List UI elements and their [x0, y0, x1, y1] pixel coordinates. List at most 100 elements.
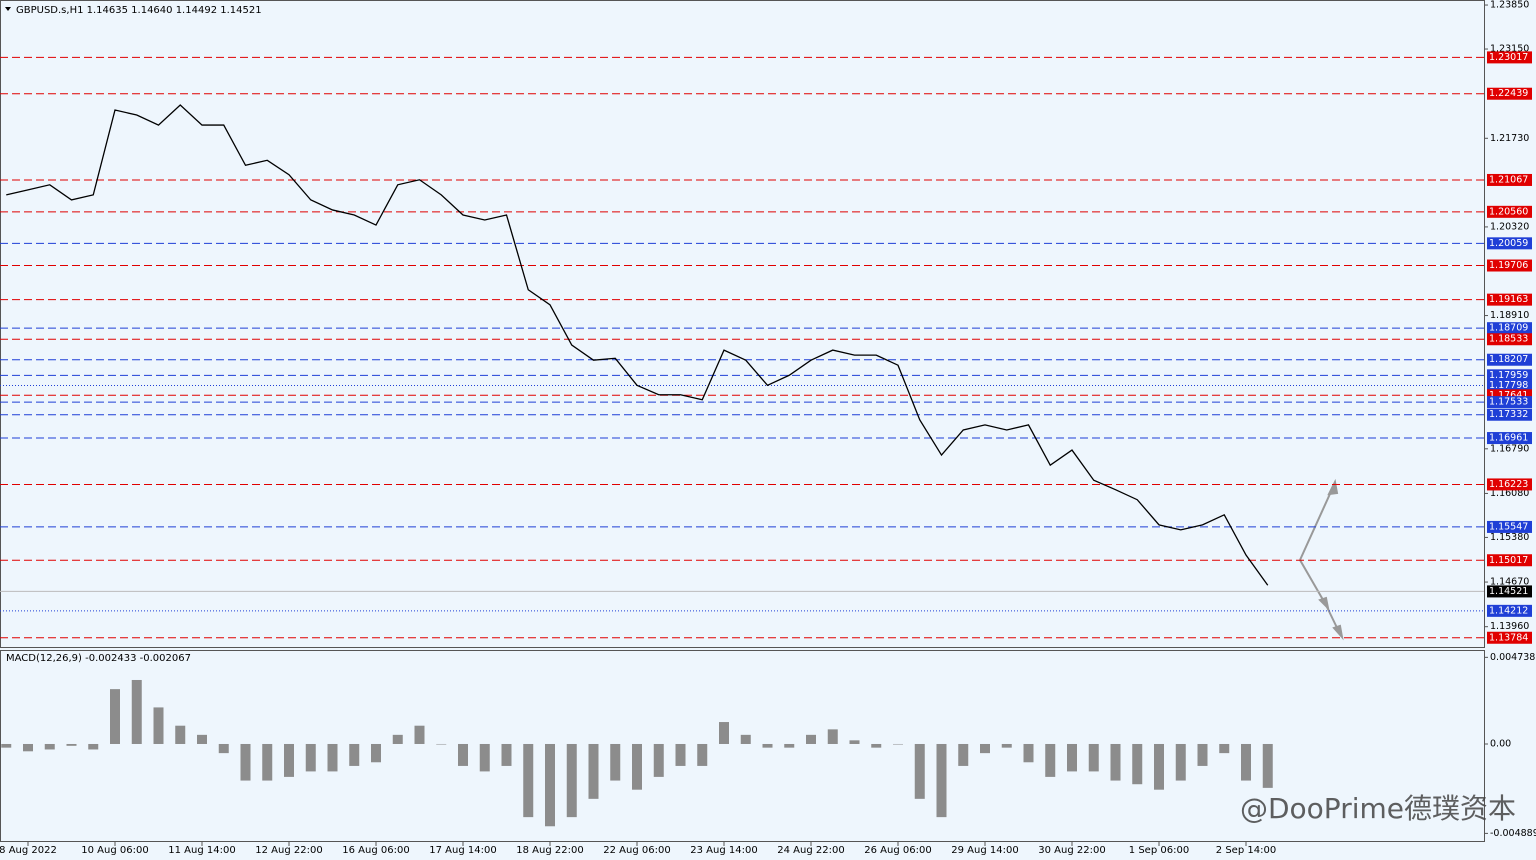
price-line [6, 104, 1269, 586]
level-label: 1.18207 [1489, 354, 1528, 365]
y-tick-label: 1.16790 [1490, 443, 1529, 454]
chart-title: GBPUSD.s,H1 1.14635 1.14640 1.14492 1.14… [16, 5, 262, 16]
level-tag [1487, 51, 1532, 64]
y-tick-label: 1.18910 [1490, 310, 1529, 321]
arrows [1299, 478, 1344, 641]
x-tick-label: 2 Sep 14:00 [1216, 845, 1276, 856]
y-tick-label: 1.16080 [1490, 488, 1529, 499]
macd-bar [197, 734, 207, 744]
y-tick-label: 0.00 [1490, 738, 1511, 749]
level-tag [1487, 259, 1532, 272]
macd-bar [1219, 743, 1230, 754]
macd-bar [218, 743, 229, 754]
level-tag [1487, 478, 1532, 491]
macd-bar [175, 725, 186, 744]
macd-bar [1132, 743, 1143, 785]
level-tag [1487, 631, 1532, 644]
macd-bar [23, 743, 33, 752]
x-tick-label: 26 Aug 06:00 [864, 845, 931, 856]
level-tag [1487, 554, 1532, 567]
macd-bar [327, 743, 338, 772]
level-label: 1.21067 [1489, 174, 1528, 185]
macd-bar [1045, 743, 1056, 777]
macd-bar [849, 740, 860, 744]
level-tag [1487, 333, 1532, 346]
y-tick-label: 1.23850 [1490, 0, 1529, 11]
macd-bar [479, 743, 490, 772]
macd-bar [1175, 743, 1186, 781]
macd-bar [719, 722, 729, 744]
y-tick-label: 1.23150 [1490, 44, 1529, 55]
macd-bar [153, 707, 164, 744]
macd-bar [1262, 743, 1273, 788]
menu-arrow [5, 7, 11, 11]
macd-bar [349, 743, 360, 766]
x-tick-label: 17 Aug 14:00 [429, 845, 496, 856]
level-tag [1487, 293, 1532, 306]
macd-bar [305, 743, 316, 772]
macd-bar [414, 725, 425, 744]
macd-bar [893, 743, 903, 745]
macd-bar [88, 743, 99, 750]
level-tag [1487, 379, 1532, 392]
macd-bar [806, 734, 816, 744]
x-tick-label: 30 Aug 22:00 [1038, 845, 1105, 856]
macd-bar [566, 743, 577, 818]
level-tag [1487, 322, 1532, 335]
macd-bar [610, 743, 621, 781]
macd-bar [1, 743, 12, 748]
level-label: 1.14212 [1489, 605, 1528, 616]
macd-bar [653, 743, 664, 777]
macd-bar [1241, 743, 1251, 781]
macd-bar [1067, 743, 1077, 772]
macd-bar [784, 743, 795, 748]
y-tick-label: -0.004889 [1490, 828, 1536, 839]
x-tick-label: 29 Aug 14:00 [951, 845, 1018, 856]
level-label: 1.19163 [1489, 294, 1528, 305]
level-tag [1487, 408, 1532, 421]
macd-bar [980, 743, 990, 754]
macd-bar [262, 743, 273, 781]
level-tag [1487, 369, 1532, 382]
macd-bar [66, 743, 77, 746]
macd-bar [1088, 743, 1099, 772]
level-label: 1.18533 [1489, 334, 1528, 345]
level-label: 1.17798 [1489, 380, 1528, 391]
macd-bar [871, 743, 882, 748]
watermark: @DooPrime德璞资本 [1240, 792, 1516, 825]
macd-bar [632, 743, 642, 790]
x-tick-label: 23 Aug 14:00 [690, 845, 757, 856]
level-tag [1487, 432, 1532, 445]
y-tick-label: 1.14670 [1490, 577, 1529, 588]
level-tag [1487, 396, 1532, 409]
y-tick-label: 0.004738 [1490, 652, 1535, 663]
level-label: 1.17332 [1489, 409, 1528, 420]
level-label: 1.17641 [1489, 390, 1528, 401]
macd-bar [371, 743, 381, 763]
macd-bar [1023, 743, 1034, 763]
level-tag [1487, 87, 1532, 100]
level-tag [1487, 353, 1532, 366]
x-tick-label: 18 Aug 22:00 [516, 845, 583, 856]
macd-bar [436, 743, 447, 745]
macd-bar [675, 743, 686, 766]
macd-bar [936, 743, 947, 818]
level-label: 1.16961 [1489, 433, 1528, 444]
y-tick-label: 1.20320 [1490, 221, 1529, 232]
x-tick-label: 11 Aug 14:00 [168, 845, 235, 856]
level-label: 1.20560 [1489, 206, 1528, 217]
macd-bar [1001, 743, 1012, 748]
macd-bar [458, 743, 468, 766]
level-label: 1.17533 [1489, 397, 1528, 408]
x-tick-label: 24 Aug 22:00 [777, 845, 844, 856]
macd-bar [762, 743, 773, 748]
macd-title: MACD(12,26,9) -0.002433 -0.002067 [6, 653, 191, 664]
y-tick-label: 1.15380 [1490, 532, 1529, 543]
macd-bar [740, 734, 751, 744]
level-label: 1.17959 [1489, 370, 1528, 381]
level-label: 1.23017 [1489, 52, 1528, 63]
macd-frame [0, 650, 1485, 842]
x-tick-label: 8 Aug 2022 [0, 845, 57, 856]
